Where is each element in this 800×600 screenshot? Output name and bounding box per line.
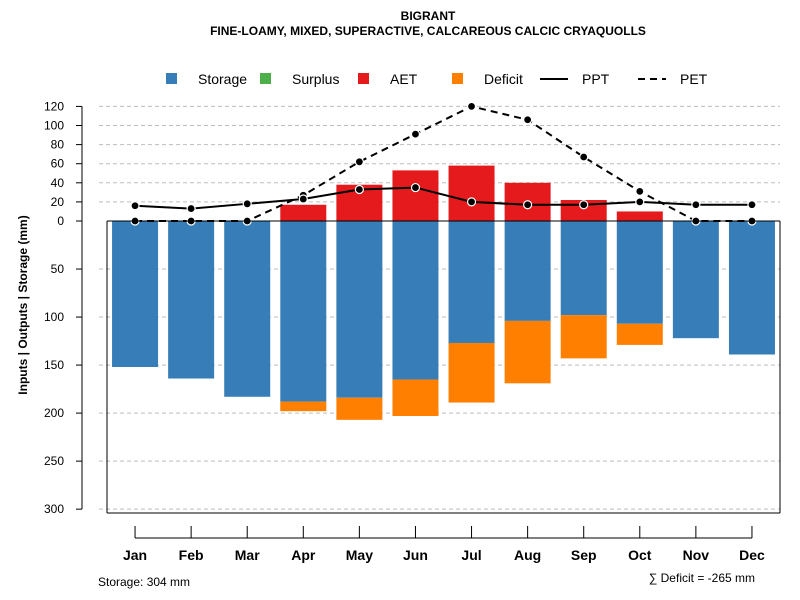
ppt-point bbox=[466, 197, 477, 207]
y-tick-label: 50 bbox=[51, 262, 65, 276]
x-tick-label: Apr bbox=[291, 547, 316, 563]
bars bbox=[112, 165, 775, 420]
ppt-line bbox=[134, 186, 752, 210]
ppt-point bbox=[747, 200, 757, 210]
storage-bar bbox=[616, 221, 663, 324]
pet-point bbox=[466, 101, 477, 112]
storage-bar bbox=[336, 221, 383, 398]
deficit-bar bbox=[448, 342, 495, 403]
deficit-bar bbox=[280, 401, 327, 412]
pet-point bbox=[523, 115, 533, 125]
storage-bar bbox=[280, 221, 327, 402]
y-tick-label: 0 bbox=[57, 214, 64, 228]
footer-storage: Storage: 304 mm bbox=[98, 575, 190, 589]
storage-bar bbox=[392, 221, 439, 380]
storage-bar bbox=[168, 221, 215, 379]
legend-ppt-label: PPT bbox=[582, 71, 610, 87]
y-axis-title: Inputs | Outputs | Storage (mm) bbox=[16, 215, 30, 394]
pet-point bbox=[354, 157, 364, 167]
ppt-point bbox=[354, 184, 364, 195]
y-tick-label: 40 bbox=[51, 176, 65, 190]
deficit-bar bbox=[560, 315, 607, 359]
legend-surplus-swatch bbox=[260, 73, 271, 84]
deficit-bar bbox=[392, 379, 439, 416]
legend: Storage Surplus AET Deficit PPT PET bbox=[166, 71, 708, 87]
deficit-bar bbox=[504, 320, 551, 384]
pet-point bbox=[410, 129, 421, 139]
x-tick-label: Jan bbox=[123, 547, 147, 563]
aet-bar bbox=[616, 211, 663, 221]
ppt-point bbox=[130, 201, 140, 211]
y-tick-label: 150 bbox=[44, 358, 64, 372]
x-tick-label: Sep bbox=[571, 547, 597, 563]
ppt-point bbox=[242, 199, 252, 209]
pet-point bbox=[635, 186, 645, 196]
storage-bar bbox=[504, 221, 551, 321]
storage-bar bbox=[560, 221, 607, 316]
footer-deficit: ∑ Deficit = -265 mm bbox=[649, 571, 755, 585]
legend-surplus-label: Surplus bbox=[292, 71, 339, 87]
y-tick-label: 100 bbox=[44, 310, 64, 324]
gridlines bbox=[99, 105, 780, 510]
x-tick-label: Mar bbox=[235, 547, 260, 563]
ppt-point bbox=[186, 203, 196, 214]
y-tick-label: 300 bbox=[44, 502, 64, 516]
aet-bar bbox=[392, 170, 439, 221]
y-tick-label: 120 bbox=[44, 99, 64, 113]
ppt-point bbox=[523, 200, 533, 210]
chart-subtitle: FINE-LOAMY, MIXED, SUPERACTIVE, CALCAREO… bbox=[210, 24, 646, 38]
aet-bar bbox=[448, 165, 495, 221]
x-tick-label: Jun bbox=[403, 547, 428, 563]
storage-bar bbox=[112, 221, 159, 367]
x-tick-label: Dec bbox=[739, 547, 765, 563]
storage-bar bbox=[448, 221, 495, 343]
ppt-point bbox=[410, 182, 421, 193]
y-tick-label: 100 bbox=[44, 119, 64, 133]
ppt-point bbox=[691, 200, 701, 210]
storage-bar bbox=[224, 221, 271, 397]
ppt-point bbox=[298, 194, 308, 204]
x-tick-label: Aug bbox=[514, 547, 541, 563]
chart-title: BIGRANT bbox=[401, 9, 456, 23]
y-tick-label: 80 bbox=[51, 138, 65, 152]
x-tick-label: May bbox=[346, 547, 373, 563]
pet-point bbox=[579, 152, 589, 162]
legend-aet-label: AET bbox=[390, 71, 418, 87]
x-tick-label: Jul bbox=[461, 547, 481, 563]
legend-storage-swatch bbox=[166, 73, 177, 84]
legend-aet-swatch bbox=[358, 73, 369, 84]
deficit-bar bbox=[336, 397, 383, 420]
ppt-point bbox=[635, 197, 645, 207]
storage-bar bbox=[728, 221, 775, 355]
y-tick-label: 60 bbox=[51, 157, 65, 171]
ppt-point bbox=[579, 200, 589, 210]
legend-deficit-swatch bbox=[452, 73, 463, 84]
legend-pet-label: PET bbox=[680, 71, 708, 87]
deficit-bar bbox=[616, 323, 663, 345]
legend-deficit-label: Deficit bbox=[484, 71, 523, 87]
y-tick-label: 200 bbox=[44, 406, 64, 420]
x-tick-label: Nov bbox=[683, 547, 710, 563]
legend-storage-label: Storage bbox=[198, 71, 247, 87]
storage-bar bbox=[672, 221, 719, 339]
aet-bar bbox=[280, 204, 327, 221]
y-tick-label: 20 bbox=[51, 195, 65, 209]
x-tick-label: Feb bbox=[179, 547, 204, 563]
y-tick-label: 250 bbox=[44, 454, 64, 468]
x-tick-label: Oct bbox=[628, 547, 652, 563]
